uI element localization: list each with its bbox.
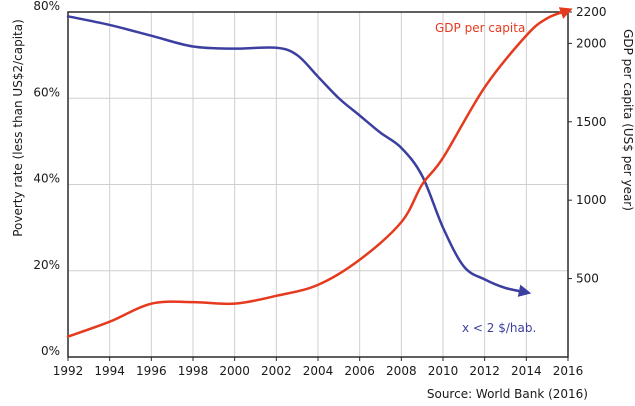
right-tick-label: 2000 bbox=[576, 36, 607, 50]
x-tick-label: 2010 bbox=[428, 364, 459, 378]
x-tick-label: 1996 bbox=[136, 364, 167, 378]
x-tick-label: 2004 bbox=[303, 364, 334, 378]
right-axis-title: GDP per capita (US$ per year) bbox=[621, 29, 635, 211]
right-tick-label: 500 bbox=[576, 272, 599, 286]
right-tick-label: 1000 bbox=[576, 193, 607, 207]
left-axis-ticks: 0% 20% 40% 60% 80% bbox=[33, 0, 60, 358]
left-tick-label: 20% bbox=[33, 258, 60, 272]
x-tick-label: 1992 bbox=[53, 364, 84, 378]
x-tick-label: 2012 bbox=[469, 364, 500, 378]
x-tick-label: 2008 bbox=[386, 364, 417, 378]
left-axis-title: Poverty rate (less than US$2/capita) bbox=[11, 19, 25, 237]
x-tick-label: 2016 bbox=[553, 364, 584, 378]
x-axis-ticks: 1992 1994 1996 1998 2000 2002 2004 2006 2008 2010… bbox=[53, 357, 584, 378]
poverty-series-label: x < 2 $/hab. bbox=[462, 321, 536, 335]
series-lines bbox=[66, 7, 573, 338]
x-tick-label: 1994 bbox=[94, 364, 125, 378]
right-axis-ticks: 500 1000 1500 2000 2200 bbox=[568, 5, 607, 286]
right-tick-label: 1500 bbox=[576, 115, 607, 129]
gdp-series-label: GDP per capita bbox=[435, 21, 525, 35]
source-note: Source: World Bank (2016) bbox=[427, 387, 588, 401]
gdp-per-capita-line bbox=[66, 7, 573, 338]
x-tick-label: 2002 bbox=[261, 364, 292, 378]
x-tick-label: 2014 bbox=[511, 364, 542, 378]
left-tick-label: 40% bbox=[33, 172, 60, 186]
poverty-rate-line bbox=[66, 15, 532, 297]
left-tick-label: 0% bbox=[41, 344, 60, 358]
right-tick-label: 2200 bbox=[576, 5, 607, 19]
left-tick-label: 60% bbox=[33, 85, 60, 99]
left-tick-label: 80% bbox=[33, 0, 60, 13]
x-tick-label: 2006 bbox=[344, 364, 375, 378]
x-tick-label: 1998 bbox=[178, 364, 209, 378]
x-tick-label: 2000 bbox=[219, 364, 250, 378]
